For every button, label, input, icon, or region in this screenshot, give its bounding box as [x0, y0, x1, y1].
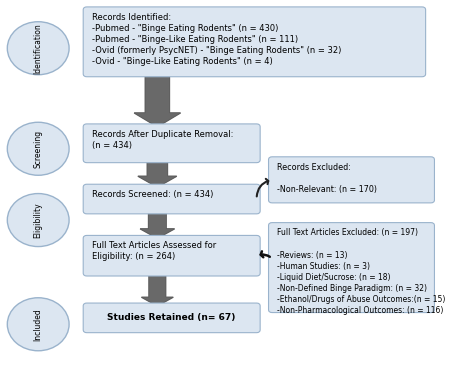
FancyBboxPatch shape — [83, 184, 260, 214]
Ellipse shape — [7, 193, 69, 247]
Ellipse shape — [7, 122, 69, 175]
FancyBboxPatch shape — [83, 124, 260, 163]
Text: Studies Retained (n= 67): Studies Retained (n= 67) — [108, 313, 236, 322]
FancyBboxPatch shape — [83, 303, 260, 333]
Polygon shape — [134, 74, 181, 127]
FancyBboxPatch shape — [269, 157, 435, 203]
FancyBboxPatch shape — [269, 223, 435, 313]
Text: Records Excluded:

-Non-Relevant: (n = 170): Records Excluded: -Non-Relevant: (n = 17… — [277, 163, 377, 194]
Ellipse shape — [7, 22, 69, 75]
Text: Records Screened: (n = 434): Records Screened: (n = 434) — [92, 190, 213, 199]
Text: Full Text Articles Excluded: (n = 197)

-Reviews: (n = 13)
-Human Studies: (n = : Full Text Articles Excluded: (n = 197) -… — [277, 229, 446, 315]
FancyBboxPatch shape — [83, 7, 426, 77]
Polygon shape — [138, 160, 177, 187]
Text: Identification: Identification — [34, 23, 43, 74]
Polygon shape — [140, 211, 174, 238]
Text: Included: Included — [34, 308, 43, 341]
Text: Records Identified:
-Pubmed - "Binge Eating Rodents" (n = 430)
-Pubmed - "Binge-: Records Identified: -Pubmed - "Binge Eat… — [92, 13, 341, 66]
Ellipse shape — [7, 298, 69, 351]
Text: Records After Duplicate Removal:
(n = 434): Records After Duplicate Removal: (n = 43… — [92, 130, 233, 150]
FancyBboxPatch shape — [83, 235, 260, 276]
Text: Full Text Articles Assessed for
Eligibility: (n = 264): Full Text Articles Assessed for Eligibil… — [92, 241, 216, 261]
Text: Screening: Screening — [34, 130, 43, 168]
Text: Eligibility: Eligibility — [34, 202, 43, 238]
Polygon shape — [141, 273, 173, 306]
